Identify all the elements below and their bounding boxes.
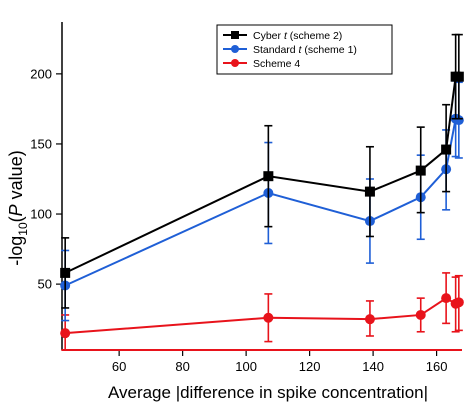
- data-point-square: [60, 267, 71, 278]
- legend-label: Scheme 4: [253, 58, 300, 70]
- y-axis-label-prefix: -log: [6, 236, 26, 266]
- y-tick-label: 150: [30, 136, 52, 151]
- legend-label: Cyber t (scheme 2): [253, 30, 342, 42]
- series-0: [60, 33, 464, 309]
- legend-swatch-marker: [231, 59, 239, 67]
- x-axis-label: Average |difference in spike concentrati…: [108, 383, 428, 402]
- data-point-circle: [441, 293, 452, 304]
- x-tick-label: 120: [299, 359, 321, 374]
- x-tick-label: 60: [112, 359, 126, 374]
- y-axis-label-rest: value): [6, 150, 26, 204]
- series-layer: [60, 33, 464, 351]
- data-point-circle: [453, 297, 464, 308]
- x-tick-label: 100: [235, 359, 257, 374]
- data-point-circle: [263, 312, 274, 323]
- y-axis-label-subscript: 10: [16, 222, 30, 236]
- series-2: [60, 272, 464, 351]
- data-point-square: [415, 165, 426, 176]
- data-point-square: [263, 171, 274, 182]
- legend-swatch-marker: [231, 45, 239, 53]
- legend-label: Standard t (scheme 1): [253, 44, 357, 56]
- series-line: [65, 296, 460, 335]
- y-axis-label-italic: P: [6, 204, 26, 216]
- series-line: [64, 117, 460, 287]
- data-point-square: [441, 144, 452, 155]
- y-tick-label: 100: [30, 207, 52, 222]
- x-tick-label: 80: [175, 359, 189, 374]
- data-point-square: [453, 71, 464, 82]
- legend-swatch-marker: [231, 31, 239, 39]
- data-point-circle: [415, 309, 426, 320]
- series-1: [60, 80, 464, 322]
- y-axis-label-open-paren: (: [6, 216, 26, 222]
- series-line: [64, 75, 459, 274]
- y-axis-label: -log10(P value): [6, 150, 30, 265]
- x-tick-label: 160: [426, 359, 448, 374]
- y-tick-label: 200: [30, 66, 52, 81]
- y-tick-label: 50: [38, 277, 52, 292]
- ticks-group: 60 80 100 120 140 160 50 100 150 200: [30, 66, 447, 374]
- data-point-circle: [364, 314, 375, 325]
- x-tick-label: 140: [362, 359, 384, 374]
- data-point-square: [364, 186, 375, 197]
- legend: Cyber t (scheme 2) Standard t (scheme 1) S…: [216, 24, 393, 75]
- data-point-circle: [60, 328, 71, 339]
